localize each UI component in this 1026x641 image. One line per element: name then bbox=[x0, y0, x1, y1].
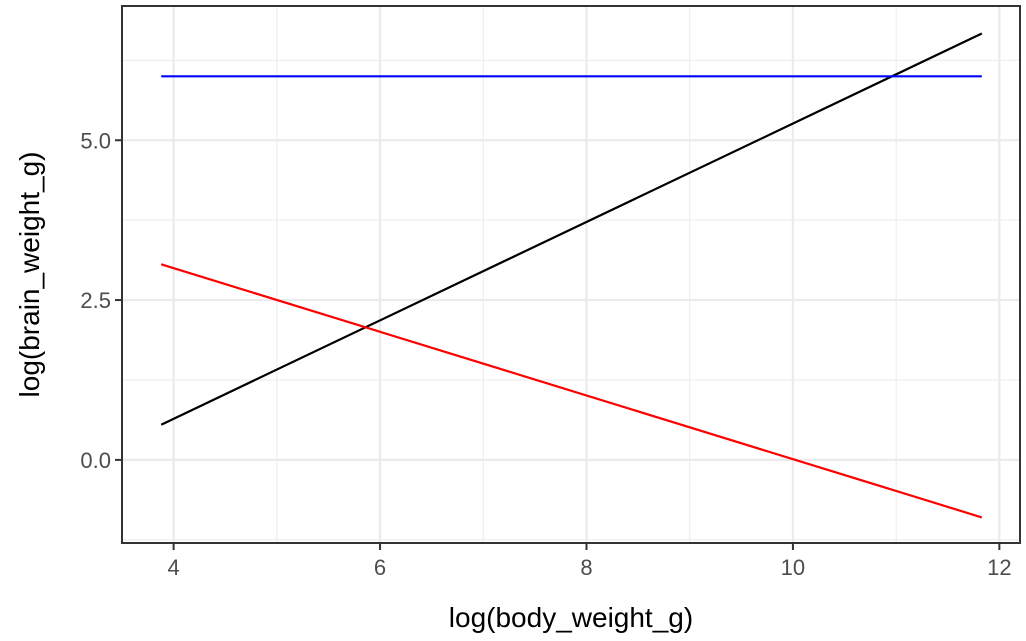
minor-gridlines bbox=[122, 6, 1020, 543]
series-line-1 bbox=[160, 32, 983, 426]
x-tick-label: 6 bbox=[374, 555, 386, 580]
y-tick-label: 5.0 bbox=[80, 128, 111, 153]
x-axis-title: log(body_weight_g) bbox=[449, 602, 693, 633]
major-gridlines bbox=[122, 6, 1020, 543]
y-tick-label: 2.5 bbox=[80, 288, 111, 313]
series-line-2 bbox=[160, 263, 983, 519]
y-axis-title: log(brain_weight_g) bbox=[14, 152, 45, 398]
x-tick-label: 10 bbox=[781, 555, 805, 580]
x-tick-label: 8 bbox=[580, 555, 592, 580]
x-axis-ticks: 4 6 8 10 12 bbox=[167, 543, 1012, 580]
y-axis-ticks: 0.0 2.5 5.0 bbox=[80, 128, 122, 473]
x-tick-label: 4 bbox=[167, 555, 179, 580]
panel-border bbox=[121, 5, 1021, 544]
series-layer bbox=[160, 32, 983, 519]
x-tick-label: 12 bbox=[987, 555, 1011, 580]
y-tick-label: 0.0 bbox=[80, 448, 111, 473]
